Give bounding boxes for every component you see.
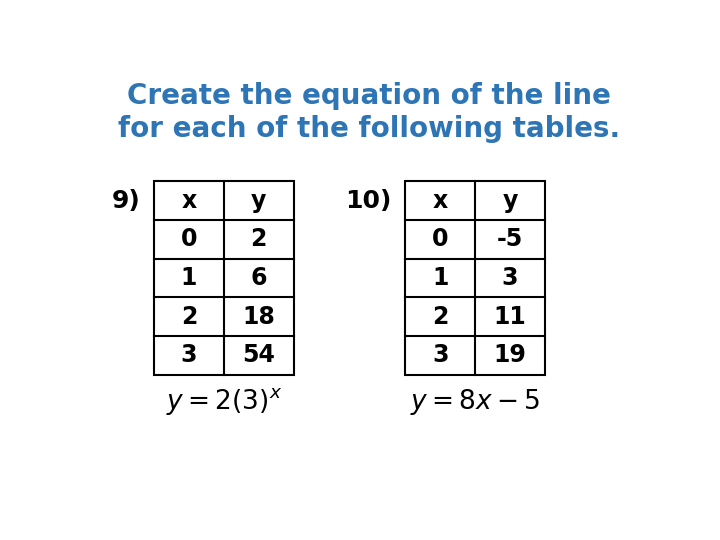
Text: 1: 1 (432, 266, 449, 290)
Text: 1: 1 (181, 266, 197, 290)
Text: 18: 18 (243, 305, 275, 328)
Bar (154, 181, 294, 375)
Text: 2: 2 (181, 305, 197, 328)
Text: 3: 3 (432, 343, 449, 367)
Text: 6: 6 (251, 266, 267, 290)
Text: 2: 2 (432, 305, 449, 328)
Text: 0: 0 (432, 227, 449, 251)
Text: 19: 19 (493, 343, 526, 367)
Text: 11: 11 (493, 305, 526, 328)
Text: for each of the following tables.: for each of the following tables. (118, 115, 620, 143)
Text: $y = 2(3)^x$: $y = 2(3)^x$ (166, 386, 282, 417)
Text: x: x (181, 188, 197, 213)
Text: 54: 54 (243, 343, 275, 367)
Text: Create the equation of the line: Create the equation of the line (127, 82, 611, 110)
Text: 2: 2 (251, 227, 267, 251)
Bar (405, 181, 545, 375)
Text: 3: 3 (502, 266, 518, 290)
Text: -5: -5 (497, 227, 523, 251)
Text: y: y (503, 188, 518, 213)
Text: 9): 9) (112, 188, 140, 213)
Text: x: x (433, 188, 448, 213)
Text: $y = 8x - 5$: $y = 8x - 5$ (410, 387, 540, 416)
Text: 0: 0 (181, 227, 197, 251)
Text: 10): 10) (345, 188, 392, 213)
Text: y: y (251, 188, 266, 213)
Text: 3: 3 (181, 343, 197, 367)
